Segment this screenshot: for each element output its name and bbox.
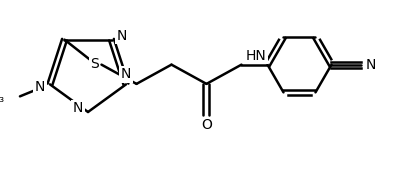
Text: N: N <box>121 67 131 81</box>
Text: N: N <box>73 101 83 115</box>
Text: S: S <box>90 57 99 71</box>
Text: N: N <box>365 58 376 72</box>
Text: O: O <box>201 118 212 132</box>
Text: CH₃: CH₃ <box>0 92 4 105</box>
Text: N: N <box>116 29 127 43</box>
Text: N: N <box>35 80 45 94</box>
Text: HN: HN <box>245 49 266 63</box>
